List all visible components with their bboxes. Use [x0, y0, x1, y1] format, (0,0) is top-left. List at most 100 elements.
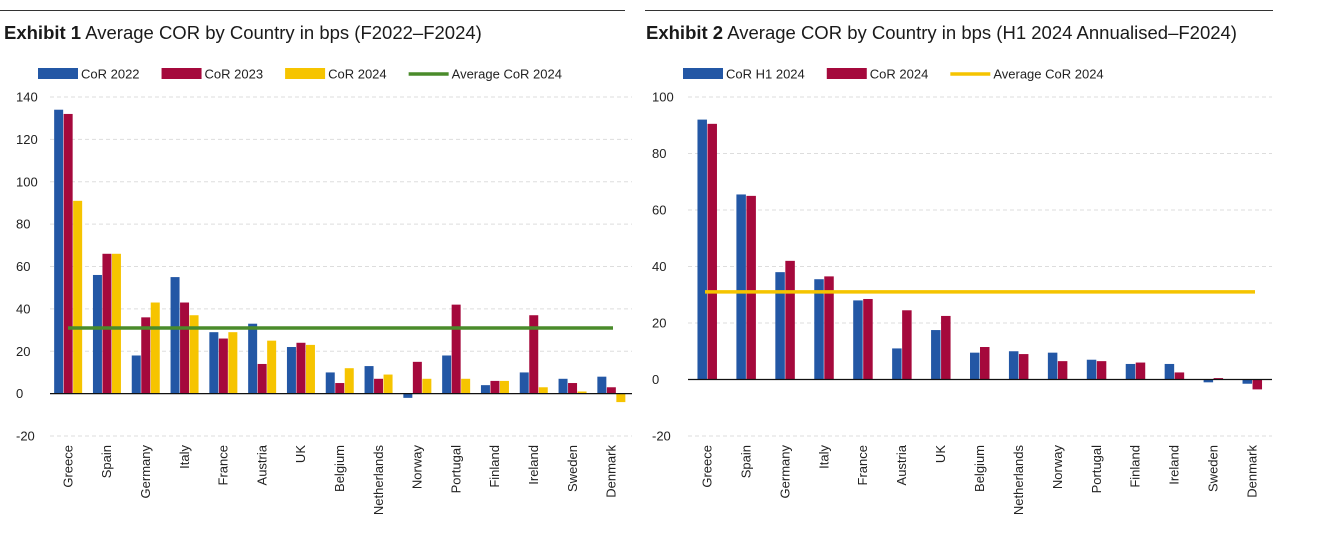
exhibit1-bar-cor-2024-spain	[111, 253, 121, 394]
exhibit2-bar-cor-2024-france	[863, 298, 873, 380]
exhibit2-bar-cor-2024-norway	[1057, 361, 1068, 380]
exhibit1-bar-cor-2023-denmark	[606, 387, 616, 394]
exhibit1-y-tick-label: 40	[16, 301, 30, 316]
exhibit1-bar-cor-2023-greece	[63, 113, 73, 394]
exhibit2-category-label: Finland	[1128, 445, 1143, 488]
exhibit2-bar-cor-h1-2024-france	[853, 300, 863, 380]
exhibit1-bar-cor-2024-ireland	[538, 387, 548, 394]
exhibit1-category-label: Netherlands	[371, 445, 386, 516]
exhibit2-y-tick-label: 40	[652, 259, 666, 274]
exhibit1-legend-swatch-cor-2023	[161, 68, 202, 79]
exhibit2-y-tick-label: 0	[652, 372, 659, 387]
exhibit1-bar-cor-2024-uk	[305, 344, 315, 394]
exhibit1-bar-cor-2024-france	[228, 332, 238, 394]
exhibit1-category-label: Portugal	[448, 445, 463, 494]
exhibit1-category-label: UK	[293, 445, 308, 463]
exhibit1-bar-cor-2024-portugal	[461, 378, 471, 394]
exhibit1-category-label: Italy	[177, 445, 192, 469]
exhibit2-category-label: Italy	[816, 445, 831, 469]
exhibit2-bar-cor-h1-2024-finland	[1125, 363, 1136, 380]
exhibit1-bar-cor-2024-finland	[499, 380, 509, 394]
exhibit1-bar-cor-2023-uk	[296, 342, 306, 394]
exhibit2-bar-cor-2024-finland	[1135, 362, 1146, 380]
exhibit2-bar-cor-2024-germany	[785, 260, 795, 380]
exhibit1-chart: -20 0 20 40 60 80 100 120 140 Greece Spain Germany I…	[16, 67, 632, 516]
exhibit2-bar-cor-2024-greece	[707, 123, 717, 380]
exhibit1-bar-cor-2023-austria	[257, 363, 267, 394]
exhibit1-y-tick-label: 0	[16, 386, 23, 401]
exhibit1-bar-cor-2023-france	[218, 338, 228, 394]
exhibit2-category-label: France	[855, 445, 870, 485]
exhibit2-bar-cor-2024-italy	[824, 276, 834, 380]
exhibit1-number: Exhibit 1	[4, 22, 82, 43]
exhibit2-bar-cor-2024-sweden	[1213, 378, 1224, 380]
exhibit1-bar-cor-2024-sweden	[577, 391, 587, 394]
exhibit1-category-label: France	[216, 445, 231, 485]
exhibit1-legend-swatch-cor-2022	[38, 68, 78, 79]
exhibit1-bar-cor-2023-germany	[141, 317, 151, 394]
exhibit1-bar-cor-2022-finland	[480, 385, 490, 394]
exhibit1-bar-cor-2022-uk	[286, 347, 296, 394]
exhibit1-category-label: Norway	[410, 445, 425, 490]
exhibit1-bar-cor-2022-austria	[248, 323, 258, 394]
exhibit1-bar-cor-2023-ireland	[529, 315, 539, 394]
exhibit1-legend-label-cor-2023: CoR 2023	[205, 67, 264, 82]
exhibit1-bar-cor-2022-france	[209, 332, 219, 394]
exhibit1-bar-cor-2024-denmark	[616, 393, 626, 403]
exhibit2-y-tick-label: 60	[652, 203, 666, 218]
exhibit1-title-text: Average COR by Country in bps (F2022–F20…	[85, 22, 482, 43]
exhibit2-category-label: Portugal	[1089, 445, 1104, 494]
exhibit2-bar-cor-h1-2024-uk	[931, 330, 941, 380]
exhibit1-category-label: Spain	[99, 445, 114, 478]
exhibit1-category-label: Sweden	[565, 445, 580, 492]
exhibit1-category-label: Belgium	[332, 445, 347, 492]
exhibit2-category-label: Ireland	[1167, 445, 1182, 485]
exhibit2-category-label: Belgium	[972, 445, 987, 492]
exhibit1-bar-cor-2022-greece	[54, 109, 64, 394]
exhibit1-bar-cor-2022-belgium	[325, 372, 335, 394]
exhibit1-legend-label-cor-2024: CoR 2024	[328, 67, 387, 82]
exhibit2-number: Exhibit 2	[646, 22, 724, 43]
exhibit1-category-label: Denmark	[604, 445, 619, 498]
exhibit1-category-label: Greece	[60, 445, 75, 488]
exhibit1-bar-cor-2023-italy	[180, 302, 190, 394]
exhibit2-bar-cor-2024-uk	[941, 315, 951, 380]
exhibit2-category-label: Germany	[777, 445, 792, 499]
exhibit1-y-tick-label: 120	[16, 132, 38, 147]
exhibit2-bar-cor-h1-2024-austria	[892, 348, 902, 380]
exhibit1-bar-cor-2024-italy	[189, 315, 199, 394]
exhibit2-legend-label-cor-h1-2024: CoR H1 2024	[726, 67, 805, 82]
exhibit2-bar-cor-h1-2024-germany	[775, 272, 785, 380]
exhibit2-bar-cor-h1-2024-ireland	[1164, 363, 1175, 380]
exhibit1-bar-cor-2024-netherlands	[383, 374, 393, 394]
exhibit2-y-tick-label: 20	[652, 316, 666, 331]
exhibit1-bar-cor-2022-germany	[131, 355, 141, 394]
exhibit1-bar-cor-2024-germany	[150, 302, 160, 394]
exhibit1-bar-cor-2023-norway	[412, 361, 422, 394]
exhibit2-category-label: Austria	[894, 444, 909, 485]
exhibit2-bar-cor-2024-portugal	[1096, 361, 1107, 380]
exhibit1-category-label: Ireland	[526, 445, 541, 485]
exhibit1-y-tick-label: 80	[16, 217, 30, 232]
exhibit1-category-label: Germany	[138, 445, 153, 499]
exhibit1-bar-cor-2022-norway	[403, 393, 413, 398]
exhibit2-category-label: Norway	[1050, 445, 1065, 490]
exhibit2-category-label: Spain	[738, 445, 753, 478]
exhibit1-bar-cor-2022-spain	[92, 274, 102, 394]
exhibit1-legend-label-average: Average CoR 2024	[452, 67, 562, 82]
exhibit1-bar-cor-2023-sweden	[568, 383, 578, 394]
exhibit2-category-label: Denmark	[1245, 445, 1260, 498]
exhibit2-legend-label-cor-2024: CoR 2024	[870, 67, 929, 82]
exhibit1-bar-cor-2022-sweden	[558, 378, 568, 394]
exhibit2-bar-cor-h1-2024-sweden	[1203, 379, 1214, 383]
exhibit1-bar-cor-2022-netherlands	[364, 366, 374, 394]
exhibit1-bar-cor-2022-portugal	[442, 355, 452, 394]
exhibit1-bar-cor-2022-italy	[170, 277, 180, 394]
exhibit2-y-tick-label: -20	[652, 429, 671, 444]
exhibit2-bar-cor-h1-2024-belgium	[970, 352, 980, 380]
exhibit2-bar-cor-2024-spain	[746, 195, 756, 380]
exhibit1-bar-cor-2023-netherlands	[374, 378, 384, 394]
exhibit2-y-tick-label: 80	[652, 146, 666, 161]
exhibit1-bar-cor-2022-ireland	[519, 372, 529, 394]
exhibit2-bar-cor-2024-belgium	[980, 347, 990, 380]
